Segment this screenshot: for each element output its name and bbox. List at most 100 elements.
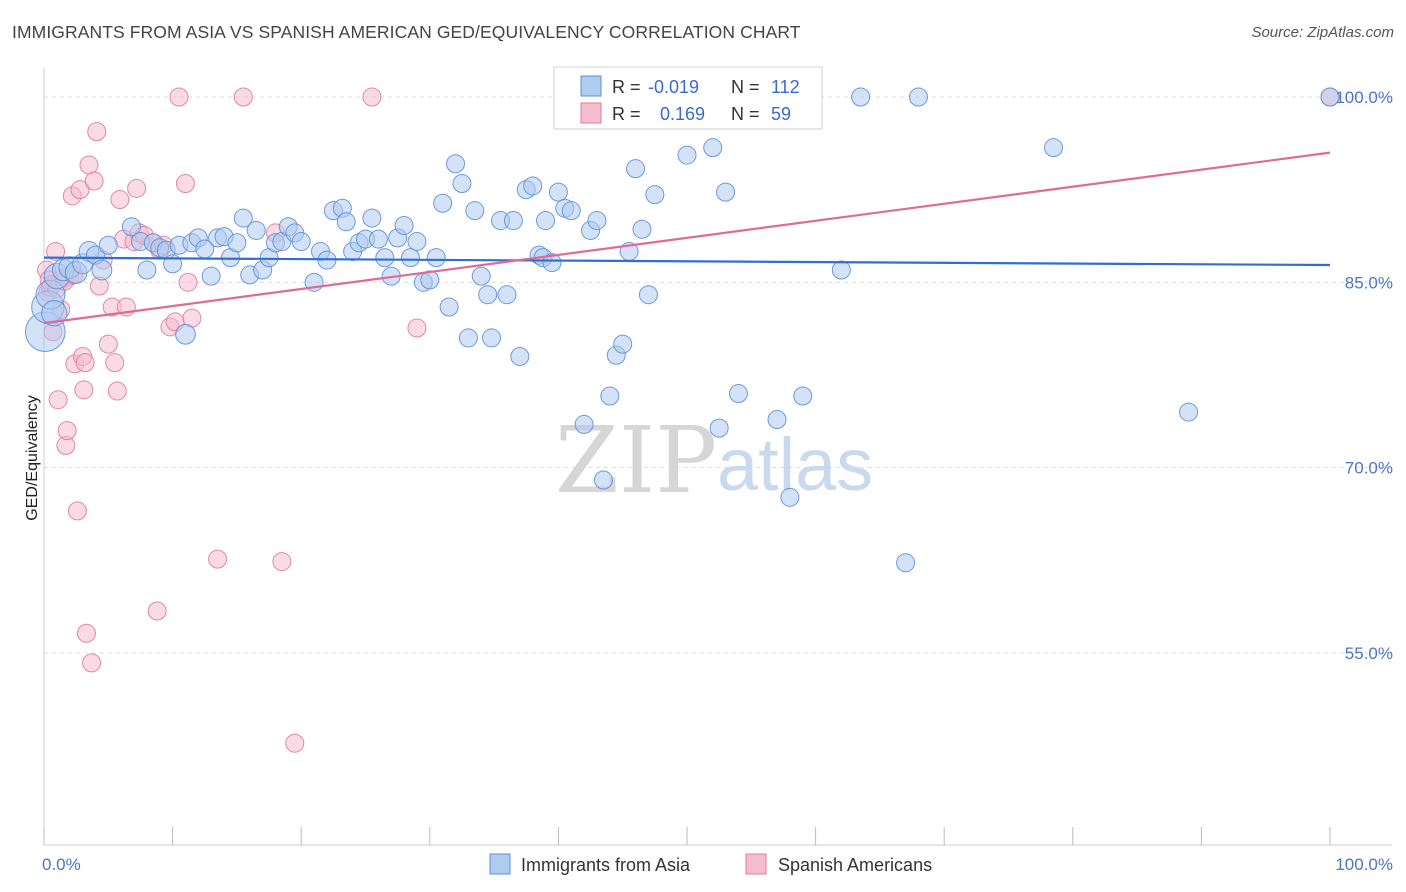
point-asia-64 [458,328,478,348]
bottom-legend-swatch-blue [489,853,511,875]
point-asia-11 [91,259,113,281]
y-tick-label-3: 100.0% [1335,88,1393,107]
point-asia-29 [227,233,247,253]
point-asia-97 [716,182,736,202]
point-spanish-4 [46,241,66,261]
point-asia-68 [482,328,502,348]
point-asia-81 [561,201,581,221]
point-asia-67 [478,285,498,305]
series-immigrants-from-asia [24,87,1340,573]
x-tick-label-1: 100.0% [1335,855,1393,874]
point-spanish-5 [48,390,68,410]
point-asia-94 [677,145,697,165]
point-asia-104 [896,553,916,573]
point-asia-85 [593,470,613,490]
point-asia-74 [523,176,543,196]
point-asia-90 [626,159,646,179]
point-asia-60 [433,193,453,213]
legend-r-value-2: 0.169 [660,104,705,124]
point-spanish-9 [57,421,77,441]
point-spanish-45 [208,549,228,569]
point-asia-12 [98,235,118,255]
point-spanish-21 [87,122,107,142]
point-spanish-42 [175,173,195,193]
point-asia-98 [728,384,748,404]
bottom-legend-label-asia: Immigrants from Asia [521,855,691,875]
point-asia-56 [407,232,427,252]
point-asia-63 [452,173,472,193]
legend-n-label-1: N = [731,77,760,97]
point-asia-91 [632,219,652,239]
legend-r-label-1: R = [612,77,641,97]
point-asia-62 [446,154,466,174]
point-spanish-48 [272,552,292,572]
trend-line-asia [43,256,1331,267]
point-spanish-49 [285,733,305,753]
point-spanish-19 [82,653,102,673]
point-asia-66 [471,266,491,286]
y-tick-label-1: 70.0% [1345,459,1393,478]
point-asia-72 [510,346,530,366]
source-credit: Source: ZipAtlas.com [1251,24,1394,41]
legend-n-value-2: 59 [771,104,791,124]
point-asia-61 [439,297,459,317]
point-spanish-36 [147,601,167,621]
point-spanish-13 [67,501,87,521]
point-asia-78 [542,253,562,273]
point-asia-101 [793,386,813,406]
point-asia-30 [233,208,253,228]
point-spanish-16 [75,353,95,373]
point-asia-100 [780,487,800,507]
chart-title: IMMIGRANTS FROM ASIA VS SPANISH AMERICAN… [12,22,801,42]
point-asia-55 [401,248,421,268]
point-asia-65 [465,201,485,221]
point-asia-3 [41,300,68,327]
point-asia-84 [587,211,607,231]
correlation-legend: R = -0.019 N = 112 R = 0.169 N = 59 [553,66,823,130]
x-tick-labels: 0.0% 100.0% [42,855,1393,874]
point-spanish-17 [76,623,96,643]
legend-n-value-1: 112 [771,77,800,97]
y-tick-labels: 55.0% 70.0% 85.0% 100.0% [1335,88,1393,663]
point-asia-82 [574,414,594,434]
bottom-legend-swatch-pink [745,853,767,875]
legend-swatch-blue [580,75,602,97]
point-asia-107 [1179,402,1199,422]
point-asia-108 [1320,87,1340,107]
legend-r-label-2: R = [612,104,641,124]
point-asia-59 [426,248,446,268]
watermark: ZIP atlas [555,407,873,514]
point-spanish-50 [362,87,382,107]
point-spanish-20 [84,171,104,191]
trend-line-spanish [43,151,1331,325]
point-asia-95 [703,138,723,158]
point-asia-71 [503,211,523,231]
point-asia-96 [709,418,729,438]
point-asia-45 [336,212,356,232]
point-asia-51 [375,248,395,268]
legend-n-label-2: N = [731,104,760,124]
point-spanish-46 [233,87,253,107]
legend-swatch-pink [580,102,602,124]
point-spanish-32 [127,178,147,198]
gridlines [44,96,1392,654]
point-asia-70 [497,285,517,305]
trend-lines [43,151,1331,325]
point-asia-13 [121,217,141,237]
point-asia-39 [291,232,311,252]
point-asia-25 [201,266,221,286]
point-spanish-41 [169,87,189,107]
y-tick-label-2: 85.0% [1345,273,1393,292]
point-asia-50 [368,229,388,249]
point-asia-32 [246,220,266,240]
point-spanish-26 [105,353,125,373]
axes [43,68,1392,846]
point-asia-106 [1044,138,1064,158]
point-spanish-14 [70,180,90,200]
bottom-legend-label-spanish: Spanish Americans [778,855,932,875]
point-asia-92 [638,285,658,305]
point-asia-77 [536,211,556,231]
point-asia-79 [548,182,568,202]
point-asia-99 [767,409,787,429]
